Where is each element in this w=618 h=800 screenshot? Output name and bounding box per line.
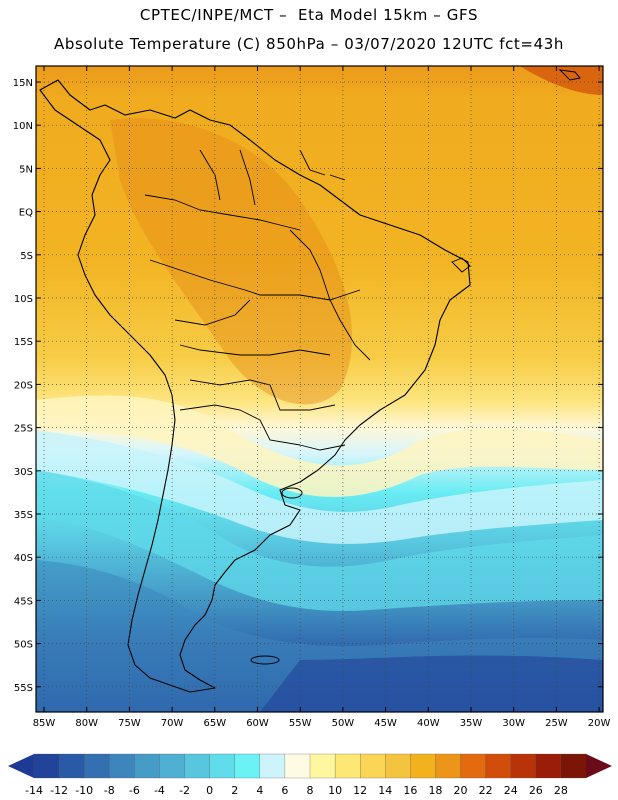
colorbar-swatch xyxy=(234,753,261,779)
colorbar-swatch xyxy=(84,753,110,779)
colorbar-label: 22 xyxy=(479,784,493,797)
colorbar-label: -2 xyxy=(179,784,190,797)
lon-label: 75W xyxy=(118,718,141,729)
colorbar-label: -8 xyxy=(104,784,115,797)
colorbar-label: -14 xyxy=(25,784,43,797)
colorbar-label: 2 xyxy=(231,784,238,797)
map-area xyxy=(36,66,603,712)
lon-label: 55W xyxy=(289,718,312,729)
band-hot-interior xyxy=(110,118,353,405)
lon-label: 40W xyxy=(417,718,440,729)
colorbar-swatch xyxy=(410,753,436,779)
colorbar-swatch xyxy=(360,753,386,779)
colorbar-swatch xyxy=(560,753,587,779)
colorbar-swatch xyxy=(485,753,512,779)
caribbean-island xyxy=(558,69,581,81)
band-dark-blue xyxy=(260,655,603,712)
lon-label: 25W xyxy=(545,718,568,729)
lat-label: 55S xyxy=(14,683,33,694)
lat-label: 35S xyxy=(14,510,33,521)
map-frame xyxy=(35,65,604,713)
lon-label: 65W xyxy=(203,718,226,729)
lat-label: 40S xyxy=(14,553,33,564)
colorbar-label: 10 xyxy=(328,784,342,797)
colorbar-swatch xyxy=(460,753,487,779)
colorbar-swatch xyxy=(33,753,60,779)
colorbar-swatch xyxy=(209,753,236,779)
colorbar-label: 12 xyxy=(353,784,367,797)
lat-label: 15S xyxy=(14,337,33,348)
rio-de-la-plata xyxy=(281,487,303,499)
colorbar-label: -10 xyxy=(75,784,93,797)
lon-label: 85W xyxy=(33,718,56,729)
colorbar-swatch xyxy=(535,753,562,779)
band-cool-transition xyxy=(36,430,603,544)
colorbar-label: 24 xyxy=(504,784,518,797)
colorbar-label: 4 xyxy=(256,784,263,797)
colorbar-label: -12 xyxy=(50,784,68,797)
lat-label: 15N xyxy=(13,78,33,89)
colorbar-label: 14 xyxy=(378,784,392,797)
colorbar-swatch xyxy=(284,753,311,779)
south-america-outline xyxy=(39,79,471,693)
colorbar-label: -6 xyxy=(129,784,140,797)
lat-label: 10S xyxy=(14,294,33,305)
lon-label: 35W xyxy=(460,718,483,729)
grid-lines xyxy=(36,66,603,712)
lat-label: EQ xyxy=(19,208,33,219)
colorbar-swatch xyxy=(109,753,135,779)
lon-label: 80W xyxy=(75,718,98,729)
lon-label: 20W xyxy=(588,718,611,729)
band-warm-transition xyxy=(36,395,603,497)
band-cyan xyxy=(36,470,603,611)
lon-label: 30W xyxy=(502,718,525,729)
colorbar-label: 26 xyxy=(529,784,543,797)
lon-label: 45W xyxy=(374,718,397,729)
lat-label: 10N xyxy=(13,121,33,132)
colorbar-label: -4 xyxy=(154,784,165,797)
colorbar-swatch xyxy=(184,753,211,779)
colorbar-right-cap xyxy=(586,754,612,778)
colorbar-label: 6 xyxy=(281,784,288,797)
colorbar-swatch xyxy=(435,753,461,779)
lat-label: 20S xyxy=(14,380,33,391)
band-hot-corner xyxy=(520,66,603,95)
colorbar-swatch xyxy=(334,753,361,779)
colorbar-swatch xyxy=(259,753,286,779)
lon-label: 50W xyxy=(332,718,355,729)
colorbar-label: 20 xyxy=(454,784,468,797)
colorbar-label: 18 xyxy=(428,784,442,797)
colorbar-swatch xyxy=(510,753,537,779)
colorbar-label: 0 xyxy=(206,784,213,797)
colorbar-swatch xyxy=(58,753,85,779)
colorbar-left-cap xyxy=(8,754,34,778)
longitude-labels: 85W 80W 75W 70W 65W 60W 55W 50W 45W 40W 35W 30W 25W 2… xyxy=(33,718,611,729)
colorbar-label: 16 xyxy=(403,784,417,797)
colorbar-swatch xyxy=(385,753,411,779)
chart-title-line2: Absolute Temperature (C) 850hPa – 03/07/… xyxy=(54,35,564,53)
lat-label: 45S xyxy=(14,596,33,607)
coastal-outline-ne xyxy=(451,257,471,273)
lat-label: 50S xyxy=(14,640,33,651)
lon-label: 70W xyxy=(161,718,184,729)
chart-title-line1: CPTEC/INPE/MCT – Eta Model 15km – GFS xyxy=(139,6,479,24)
colorbar-swatch xyxy=(159,753,185,779)
falkland-islands xyxy=(250,655,280,665)
colorbar-label: 8 xyxy=(307,784,314,797)
lat-label: 5S xyxy=(20,251,33,262)
lat-label: 5N xyxy=(19,164,33,175)
lon-label: 60W xyxy=(246,718,269,729)
lat-label: 30S xyxy=(14,467,33,478)
colorbar-swatch xyxy=(309,753,336,779)
colorbar-label: 28 xyxy=(554,784,568,797)
colorbar-swatch xyxy=(134,753,160,779)
lat-label: 25S xyxy=(14,424,33,435)
colorbar: -14 -12 -10 -8 -6 -4 -2 0 2 4 6 8 10 12 14 16 18 20 22 24 26… xyxy=(8,753,612,797)
axis-ticks xyxy=(36,66,603,712)
latitude-labels: 15N 10N 5N EQ 5S 10S 15S 20S 25S 30S 35S 40S 45S 50S 5… xyxy=(13,78,33,694)
